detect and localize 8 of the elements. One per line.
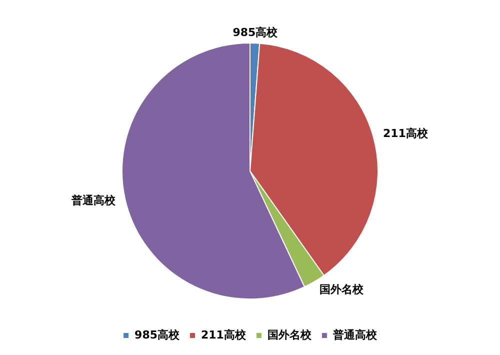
legend-label: 985高校: [134, 328, 180, 342]
legend-label: 211高校: [201, 328, 247, 342]
legend-label: 国外名校: [267, 328, 312, 342]
slice-label: 211高校: [382, 127, 429, 140]
slice-label: 普通高校: [70, 194, 116, 207]
slice-label: 985高校: [232, 26, 279, 39]
legend-label: 普通高校: [332, 328, 378, 342]
slice-label: 国外名校: [320, 283, 364, 296]
